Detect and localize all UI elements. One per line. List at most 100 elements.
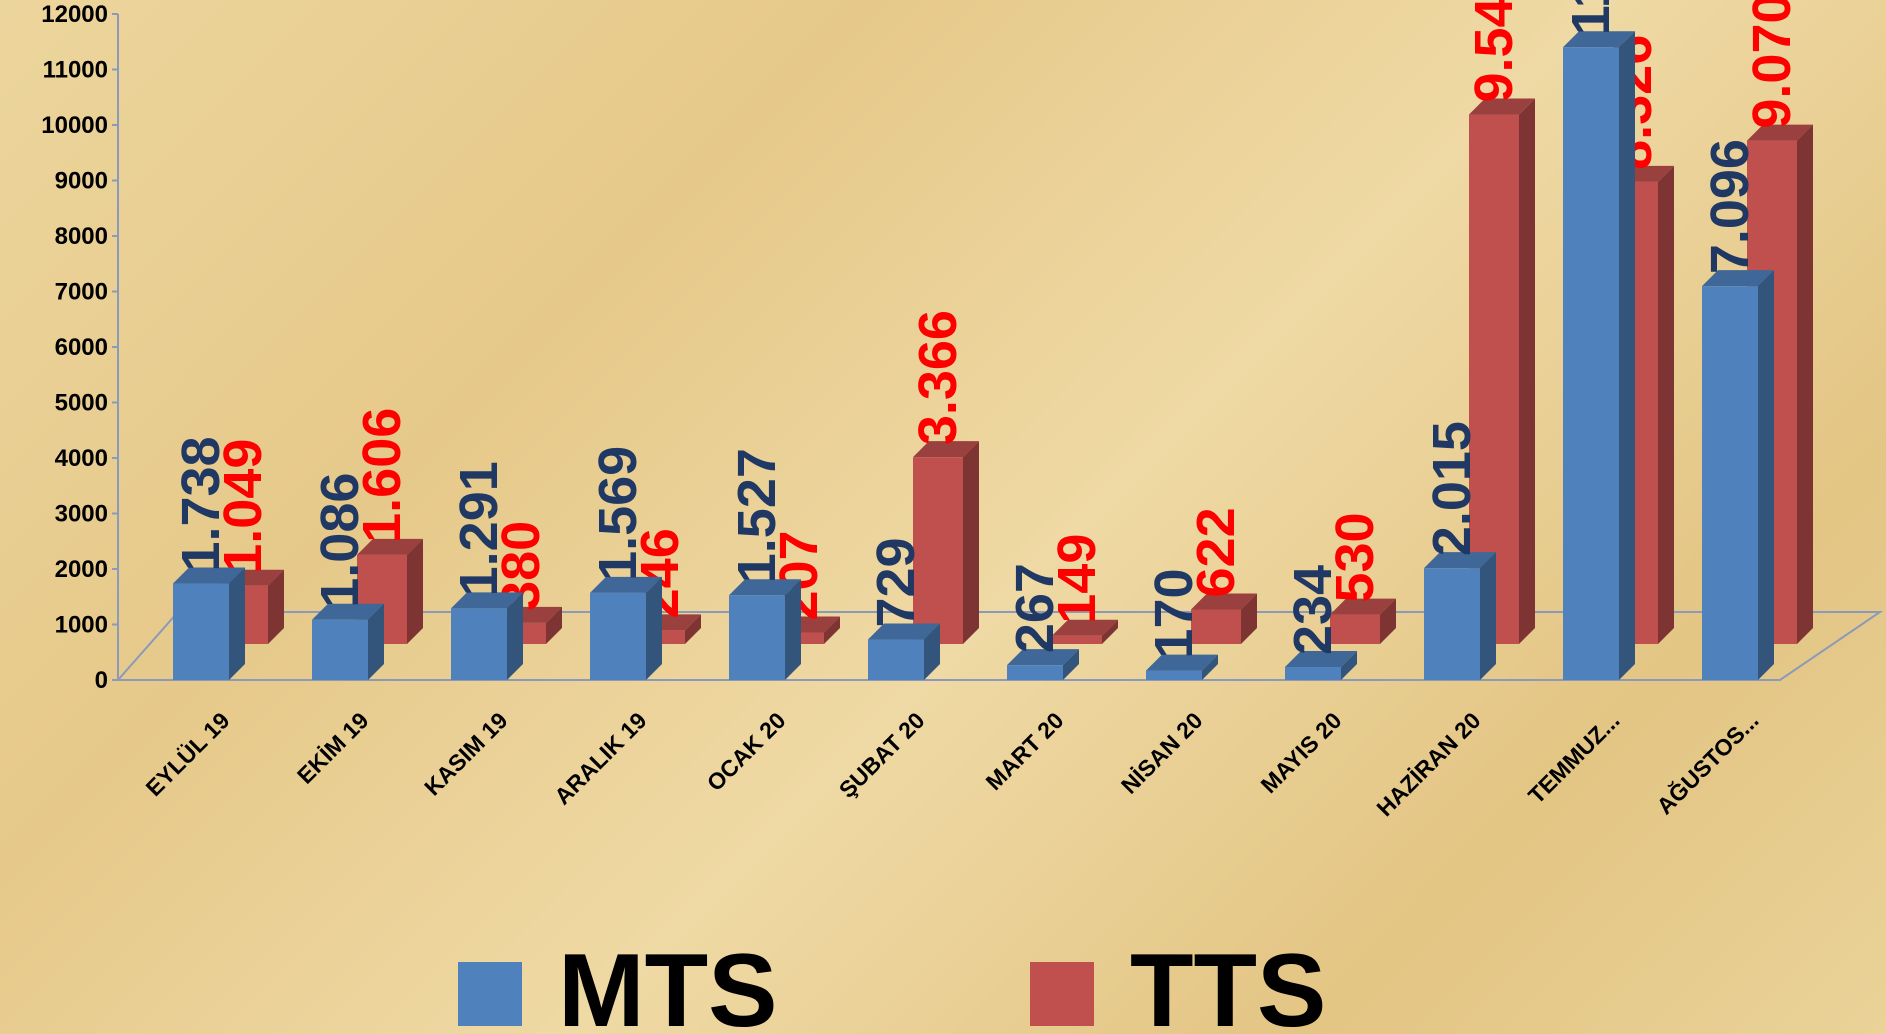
bar-group: [1191, 593, 1257, 644]
bar-group: [1330, 598, 1396, 644]
bar-side: [1519, 98, 1535, 644]
bar-side: [368, 603, 384, 680]
x-tick-label: ARALIK 19: [549, 707, 651, 809]
y-tick-label: 7000: [55, 279, 108, 306]
bar-side: [268, 569, 284, 644]
bar-side: [507, 592, 523, 680]
bar-side: [407, 538, 423, 644]
data-label: 149: [1047, 534, 1107, 624]
bar-top: [1563, 31, 1635, 48]
bar-group: [173, 567, 245, 680]
bar: [1146, 670, 1202, 680]
bar-group: [1052, 619, 1118, 644]
bar-side: [685, 614, 701, 644]
floor: [115, 611, 1884, 681]
bar-side: [1341, 651, 1357, 680]
data-label: 1.527: [727, 448, 787, 583]
data-label: 622: [1186, 507, 1246, 597]
data-label: 3.366: [908, 310, 968, 445]
y-tick-label: 9000: [55, 168, 108, 195]
y-tick-label: 10000: [41, 112, 108, 139]
data-label: 1.049: [213, 439, 273, 574]
bar-group: [1702, 270, 1774, 680]
bar: [729, 595, 785, 680]
bar-top: [451, 592, 523, 609]
bar-group: [590, 576, 662, 680]
legend-swatch: [1030, 962, 1094, 1026]
bar-group: [913, 441, 979, 644]
y-tick-label: 8000: [55, 223, 108, 250]
bar-side: [1797, 124, 1813, 645]
y-tick-label: 11000: [43, 57, 108, 84]
y-tick-label: 0: [95, 667, 108, 694]
bar-group: [729, 579, 801, 680]
bar-side: [1619, 31, 1635, 681]
data-label: 1.569: [588, 446, 648, 581]
bar-top: [1747, 124, 1813, 141]
y-tick-label: 4000: [55, 445, 108, 472]
data-label: 1.606: [352, 408, 412, 543]
data-label: 7.096: [1700, 139, 1760, 274]
bar-top: [1702, 270, 1774, 287]
bar: [1702, 286, 1758, 680]
x-tick-label: MAYIS 20: [1256, 707, 1347, 798]
data-label: 234: [1283, 565, 1343, 655]
x-tick-label: KASIM 19: [419, 707, 512, 800]
data-label: 530: [1325, 512, 1385, 602]
y-tick-label: 6000: [55, 334, 108, 361]
bar-top: [1424, 552, 1496, 569]
bar: [1424, 568, 1480, 680]
bar-side: [1102, 619, 1118, 644]
bar: [312, 619, 368, 680]
data-label: 9.540: [1464, 0, 1524, 103]
bar-side: [1658, 165, 1674, 645]
bar-top: [868, 623, 940, 640]
legend-label: MTS: [558, 933, 778, 1034]
bar: [590, 592, 646, 680]
bar-side: [229, 567, 245, 680]
bar-group: [312, 603, 384, 680]
bar-side: [1202, 654, 1218, 680]
bar-top: [1469, 98, 1535, 115]
bar-side: [785, 579, 801, 680]
bar-side: [1063, 649, 1079, 680]
bar-top: [1007, 649, 1079, 666]
y-tick-label: 12000: [41, 1, 108, 28]
y-tick-label: 1000: [55, 612, 108, 639]
bar: [1330, 614, 1380, 644]
bar: [1052, 635, 1102, 644]
x-tick-label: EKİM 19: [292, 707, 374, 789]
x-tick-label: OCAK 20: [702, 707, 791, 796]
bar-side: [924, 623, 940, 680]
x-tick-label: HAZİRAN 20: [1371, 707, 1485, 821]
bar: [1563, 47, 1619, 681]
x-tick-label: NİSAN 20: [1116, 707, 1208, 799]
y-tick-label: 2000: [55, 556, 108, 583]
bar-top: [1330, 598, 1396, 615]
bar: [868, 639, 924, 680]
bar: [173, 583, 229, 680]
legend-swatch: [458, 962, 522, 1026]
x-tick-label: ŞUBAT 20: [834, 707, 930, 803]
bar-side: [1241, 593, 1257, 644]
bar: [1007, 665, 1063, 680]
bar-group: [1285, 651, 1357, 680]
bar-top: [1191, 593, 1257, 610]
bar-group: [1146, 654, 1218, 680]
bar-top: [729, 579, 801, 596]
data-label: 267: [1005, 563, 1065, 653]
bar-group: [1007, 649, 1079, 680]
data-label: 1.291: [449, 461, 509, 596]
y-tick-label: 3000: [55, 501, 108, 528]
bar-top: [1146, 654, 1218, 671]
y-tick-label: 5000: [55, 390, 108, 417]
bar-side: [646, 576, 662, 680]
bar-group: [1469, 98, 1535, 644]
bar: [1285, 667, 1341, 680]
bar-group: [1424, 552, 1496, 680]
bar-side: [824, 616, 840, 644]
bar: [1191, 609, 1241, 644]
data-label: 9.070: [1742, 0, 1802, 129]
data-label: 2.015: [1422, 421, 1482, 556]
